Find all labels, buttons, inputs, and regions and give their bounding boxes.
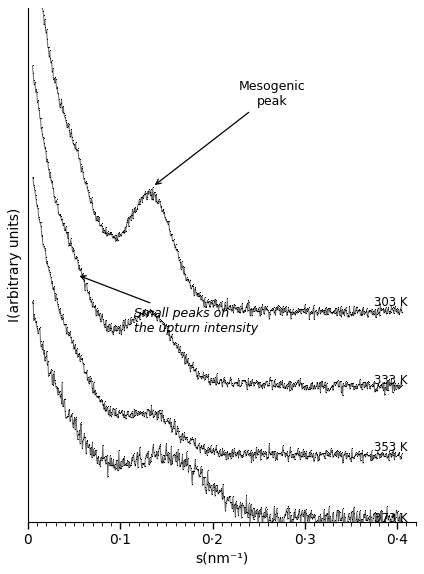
Text: 353 K: 353 K bbox=[374, 441, 407, 453]
Text: 303 K: 303 K bbox=[374, 296, 407, 309]
Text: Small peaks on
the upturn intensity: Small peaks on the upturn intensity bbox=[81, 276, 258, 335]
Text: 333 K: 333 K bbox=[374, 374, 407, 387]
Text: Mesogenic
peak: Mesogenic peak bbox=[156, 80, 306, 184]
X-axis label: s(nm⁻¹): s(nm⁻¹) bbox=[195, 552, 248, 565]
Text: 373 K: 373 K bbox=[374, 513, 408, 525]
Y-axis label: I(arbitrary units): I(arbitrary units) bbox=[8, 208, 22, 322]
